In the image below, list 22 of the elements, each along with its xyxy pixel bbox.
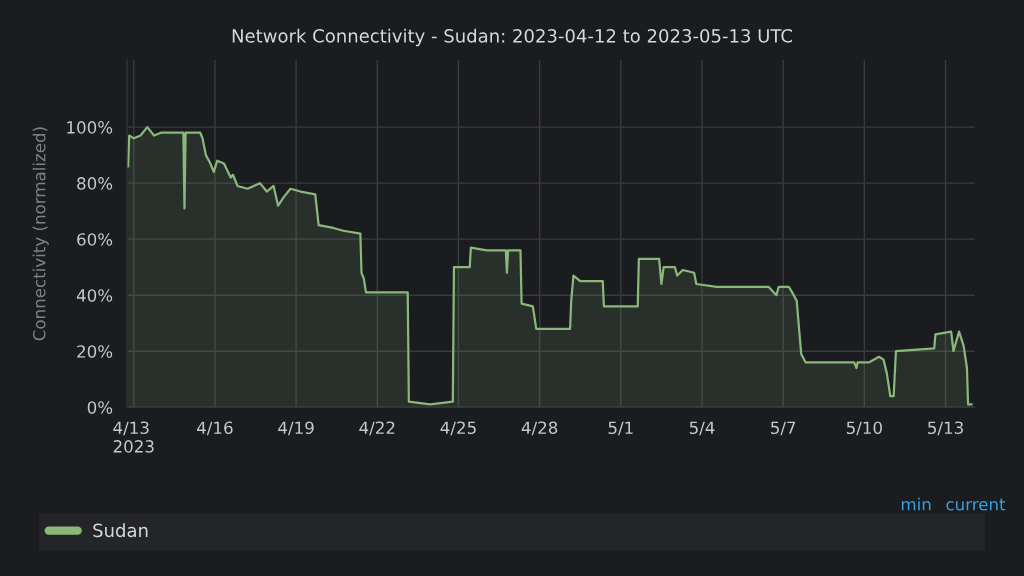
x-tick-label: 5/4 — [689, 421, 715, 436]
chart-title: Network Connectivity - Sudan: 2023-04-12 to 2023-05-13 UTC — [232, 28, 792, 47]
y-tick-label: 80% — [77, 177, 113, 190]
y-tick-label: 40% — [76, 289, 113, 302]
x-tick-label: 4/19 — [278, 421, 314, 436]
y-tick-label: 60% — [77, 233, 113, 246]
x-tick-label: 4/22 — [359, 421, 395, 436]
y-axis-title: Connectivity (normalized) — [32, 127, 49, 341]
y-tick-label: 20% — [77, 345, 113, 358]
text: current — [946, 498, 1006, 511]
text: min — [901, 497, 931, 511]
x-tick-label: 4/25 — [440, 421, 476, 436]
x-tick-label: 4/16 — [197, 421, 233, 436]
x-tick-label: 5/1 — [608, 421, 633, 436]
y-tick-label: 100% — [67, 121, 113, 134]
y-tick-label: 0% — [87, 401, 113, 414]
x-tick-label: 4/13 2023 — [113, 421, 154, 453]
x-tick-label: 4/28 — [521, 421, 558, 436]
x-tick-label: 5/7 — [771, 421, 796, 436]
x-tick-label: 5/13 — [928, 421, 963, 436]
x-tick-label: 5/10 — [846, 421, 882, 436]
legend-label: Sudan — [93, 523, 148, 538]
